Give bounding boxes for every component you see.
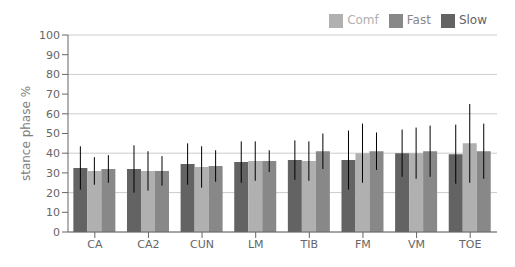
svg-text:TIB: TIB	[300, 238, 319, 251]
svg-text:80: 80	[46, 68, 60, 81]
svg-text:VM: VM	[408, 238, 425, 251]
svg-text:100: 100	[39, 29, 60, 42]
svg-text:40: 40	[46, 147, 60, 160]
svg-text:70: 70	[46, 88, 60, 101]
svg-text:TOE: TOE	[458, 238, 481, 251]
svg-text:30: 30	[46, 167, 60, 180]
svg-text:FM: FM	[355, 238, 371, 251]
svg-text:60: 60	[46, 108, 60, 121]
svg-text:20: 20	[46, 187, 60, 200]
svg-text:90: 90	[46, 49, 60, 62]
html-text:Comf: Comf	[347, 13, 379, 27]
html-text:Slow: Slow	[458, 13, 487, 27]
svg-text:CA2: CA2	[137, 238, 159, 251]
svg-text:stance phase %: stance phase %	[19, 86, 33, 181]
svg-text:0: 0	[53, 226, 60, 239]
svg-text:50: 50	[46, 127, 60, 140]
svg-text:CUN: CUN	[190, 238, 214, 251]
svg-text:10: 10	[46, 206, 60, 219]
svg-text:CA: CA	[87, 238, 103, 251]
html-text:Fast: Fast	[406, 13, 431, 27]
svg-text:LM: LM	[248, 238, 264, 251]
